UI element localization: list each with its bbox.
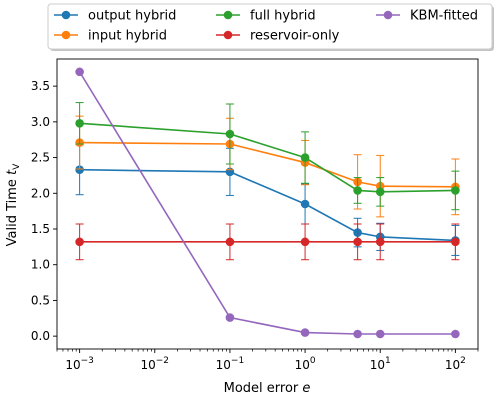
legend-swatch-marker xyxy=(383,10,393,20)
data-point xyxy=(451,237,460,247)
series-output-hybrid xyxy=(75,144,460,256)
data-point xyxy=(353,329,362,339)
data-point xyxy=(75,165,84,175)
data-point xyxy=(451,186,460,195)
legend-item-output-hybrid: output hybrid xyxy=(54,9,176,24)
legend-swatch-marker xyxy=(223,10,233,20)
y-tick-label: 3.5 xyxy=(31,79,50,93)
legend-label: input hybrid xyxy=(88,29,167,44)
data-point xyxy=(225,237,235,247)
legend-label: KBM-fitted xyxy=(410,9,478,24)
data-point xyxy=(375,187,385,197)
plot-area xyxy=(75,67,460,339)
y-axis-title: Valid Time tV xyxy=(5,163,22,247)
data-point xyxy=(75,118,84,128)
data-point xyxy=(375,329,385,339)
legend-item-reservoir-only: reservoir-only xyxy=(216,29,340,44)
legend-item-full-hybrid: full hybrid xyxy=(216,9,316,24)
legend: output hybrid input hybrid full hybrid rese… xyxy=(47,3,494,51)
data-point xyxy=(225,313,235,322)
legend-swatch-marker xyxy=(223,30,233,40)
y-tick-label: 2.0 xyxy=(31,186,50,200)
x-tick-label: 100 xyxy=(295,356,316,372)
y-tick-label: 0.0 xyxy=(31,329,50,343)
x-tick-label: 10−1 xyxy=(216,356,245,372)
series-kbm-fitted xyxy=(75,67,460,339)
series-line xyxy=(78,71,456,335)
y-tick-label: 1.5 xyxy=(31,222,50,236)
series-reservoir-only xyxy=(75,223,460,261)
legend-swatch-marker xyxy=(61,10,71,20)
x-tick-label: 10−2 xyxy=(140,356,169,372)
y-tick-label: 2.5 xyxy=(31,151,50,165)
data-point xyxy=(451,329,460,339)
data-point xyxy=(300,328,310,337)
legend-label: full hybrid xyxy=(250,9,316,24)
data-point xyxy=(225,129,235,139)
data-point xyxy=(75,67,84,77)
series-line xyxy=(79,141,456,188)
data-point xyxy=(75,237,84,247)
data-point xyxy=(353,237,362,247)
x-tick-label: 10−3 xyxy=(65,356,94,372)
x-axis-title: Model error e xyxy=(224,381,311,396)
data-point xyxy=(300,153,310,162)
axes: 0.0 0.5 1.0 1.5 2.0 2.5 3.0 3.5 10−3 10−2 10−1 100 1… xyxy=(31,58,479,372)
data-point xyxy=(300,199,310,209)
series-line xyxy=(79,168,456,242)
plot-frame xyxy=(56,58,479,350)
y-tick-label: 3.0 xyxy=(31,115,50,129)
x-tick-label: 101 xyxy=(370,356,391,372)
series-full-hybrid xyxy=(75,102,460,211)
data-point xyxy=(300,237,310,247)
series-line xyxy=(79,122,456,193)
data-point xyxy=(375,237,385,247)
x-tick-label: 102 xyxy=(445,356,466,372)
y-tick-label: 1.0 xyxy=(31,258,50,272)
y-tick-label: 0.5 xyxy=(31,293,50,307)
data-point xyxy=(353,186,362,195)
legend-label: output hybrid xyxy=(88,9,176,24)
legend-item-kbm-fitted: KBM-fitted xyxy=(376,9,478,24)
legend-swatch-marker xyxy=(61,30,71,40)
legend-label: reservoir-only xyxy=(250,29,340,44)
legend-item-input-hybrid: input hybrid xyxy=(54,29,167,44)
series-input-hybrid xyxy=(75,115,460,218)
